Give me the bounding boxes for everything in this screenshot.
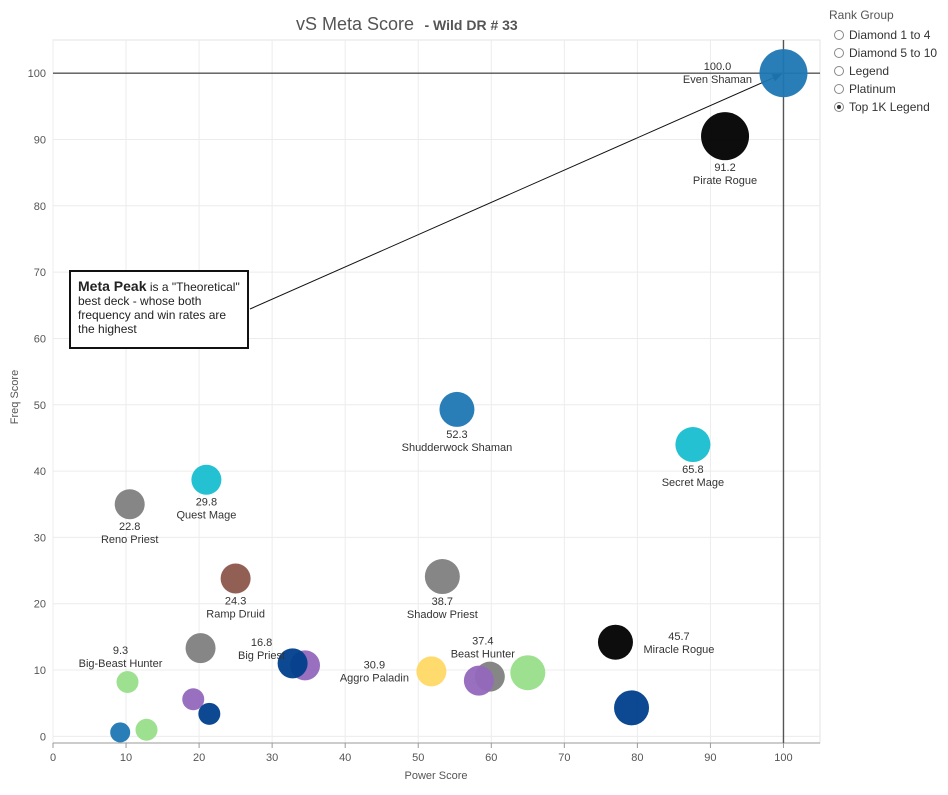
data-point xyxy=(185,633,216,664)
data-point xyxy=(135,718,158,741)
x-tick-label: 40 xyxy=(339,752,351,764)
radio-icon[interactable] xyxy=(834,66,844,76)
data-point xyxy=(198,702,221,725)
x-tick-label: 90 xyxy=(704,752,716,764)
x-tick-label: 80 xyxy=(631,752,643,764)
x-tick-label: 30 xyxy=(266,752,278,764)
x-tick-label: 50 xyxy=(412,752,424,764)
data-point xyxy=(182,688,205,711)
y-tick-label: 30 xyxy=(34,532,46,544)
point-score-label: 91.2 xyxy=(714,162,735,174)
y-tick-label: 60 xyxy=(34,333,46,345)
point-score-label: 29.8 xyxy=(196,497,217,509)
point-score-label: 24.3 xyxy=(225,596,246,608)
point-name-label: Shadow Priest xyxy=(407,609,478,621)
rank-group-title: Rank Group xyxy=(829,8,894,22)
point-score-label: 22.8 xyxy=(119,521,140,533)
data-point xyxy=(191,464,222,495)
data-point xyxy=(701,112,750,161)
x-tick-label: 60 xyxy=(485,752,497,764)
data-point xyxy=(614,690,650,726)
data-point xyxy=(114,489,145,520)
y-tick-label: 0 xyxy=(40,731,46,743)
callout-arrow xyxy=(249,73,783,310)
point-score-label: 16.8 xyxy=(251,637,272,649)
y-tick-label: 100 xyxy=(28,68,46,80)
rank-option-diamond-1-4[interactable]: Diamond 1 to 4 xyxy=(829,26,945,44)
y-axis-label: Freq Score xyxy=(9,370,21,424)
radio-icon[interactable] xyxy=(834,48,844,58)
data-point xyxy=(463,665,494,696)
x-tick-label: 100 xyxy=(774,752,792,764)
data-point xyxy=(116,670,139,693)
point-name-label: Aggro Paladin xyxy=(340,672,409,684)
point-score-label: 65.8 xyxy=(682,464,703,476)
rank-option-legend[interactable]: Legend xyxy=(829,62,945,80)
radio-icon[interactable] xyxy=(834,30,844,40)
y-tick-label: 40 xyxy=(34,466,46,478)
y-tick-label: 20 xyxy=(34,599,46,611)
data-point xyxy=(424,559,460,595)
y-tick-label: 80 xyxy=(34,201,46,213)
point-name-label: Pirate Rogue xyxy=(693,175,757,187)
rank-option-label: Diamond 1 to 4 xyxy=(849,28,931,42)
data-point xyxy=(759,49,808,98)
data-point xyxy=(416,656,447,687)
chart-title-main: vS Meta Score xyxy=(296,14,414,34)
x-axis-label: Power Score xyxy=(405,770,468,782)
x-tick-label: 20 xyxy=(193,752,205,764)
rank-option-label: Top 1K Legend xyxy=(849,100,930,114)
rank-option-label: Platinum xyxy=(849,82,896,96)
point-name-label: Even Shaman xyxy=(683,74,752,86)
rank-option-label: Legend xyxy=(849,64,890,78)
x-tick-label: 0 xyxy=(50,752,56,764)
point-score-label: 37.4 xyxy=(472,636,493,648)
data-point xyxy=(110,722,131,743)
point-name-label: Big-Beast Hunter xyxy=(79,658,163,670)
chart-subtitle: - Wild DR # 33 xyxy=(425,17,518,33)
rank-option-platinum[interactable]: Platinum xyxy=(829,80,945,98)
data-point xyxy=(220,563,251,594)
rank-option-top-1k-legend[interactable]: Top 1K Legend xyxy=(829,98,945,116)
radio-icon[interactable] xyxy=(834,102,844,112)
point-name-label: Reno Priest xyxy=(101,534,158,546)
callout-text: is a "Theoretical" best deck - whose bot… xyxy=(78,280,240,336)
y-tick-label: 90 xyxy=(34,134,46,146)
point-score-label: 52.3 xyxy=(446,429,467,441)
point-name-label: Ramp Druid xyxy=(206,609,265,621)
point-score-label: 30.9 xyxy=(364,659,385,671)
rank-option-diamond-5-10[interactable]: Diamond 5 to 10 xyxy=(829,44,945,62)
x-tick-label: 70 xyxy=(558,752,570,764)
y-tick-label: 50 xyxy=(34,400,46,412)
callout-bold-text: Meta Peak xyxy=(78,278,147,294)
point-name-label: Beast Hunter xyxy=(451,649,516,661)
point-name-label: Shudderwock Shaman xyxy=(402,442,513,454)
radio-icon[interactable] xyxy=(834,84,844,94)
chart-title: vS Meta Score - Wild DR # 33 xyxy=(296,14,518,34)
meta-peak-callout: Meta Peak is a "Theoretical" best deck -… xyxy=(69,270,249,349)
plot-area: 0 10 20 30 40 50 60 70 80 90 100 0 10 20 30 40 50 60 70 80 9… xyxy=(28,39,821,764)
point-score-label: 45.7 xyxy=(668,631,689,643)
point-score-label: 38.7 xyxy=(432,596,453,608)
data-point xyxy=(439,391,475,427)
data-point xyxy=(510,655,546,691)
data-point xyxy=(277,648,308,679)
rank-group-filter: Rank Group Diamond 1 to 4 Diamond 5 to 1… xyxy=(829,8,945,116)
y-tick-label: 70 xyxy=(34,267,46,279)
y-tick-label: 10 xyxy=(34,665,46,677)
point-score-label: 100.0 xyxy=(704,61,732,73)
x-tick-label: 10 xyxy=(120,752,132,764)
data-point xyxy=(675,427,711,463)
rank-option-label: Diamond 5 to 10 xyxy=(849,46,938,60)
point-name-label: Quest Mage xyxy=(176,510,236,522)
point-name-label: Miracle Rogue xyxy=(644,644,715,656)
point-name-label: Big Priest xyxy=(238,650,285,662)
point-score-label: 9.3 xyxy=(113,645,128,657)
point-name-label: Secret Mage xyxy=(662,477,724,489)
data-point xyxy=(597,624,633,660)
